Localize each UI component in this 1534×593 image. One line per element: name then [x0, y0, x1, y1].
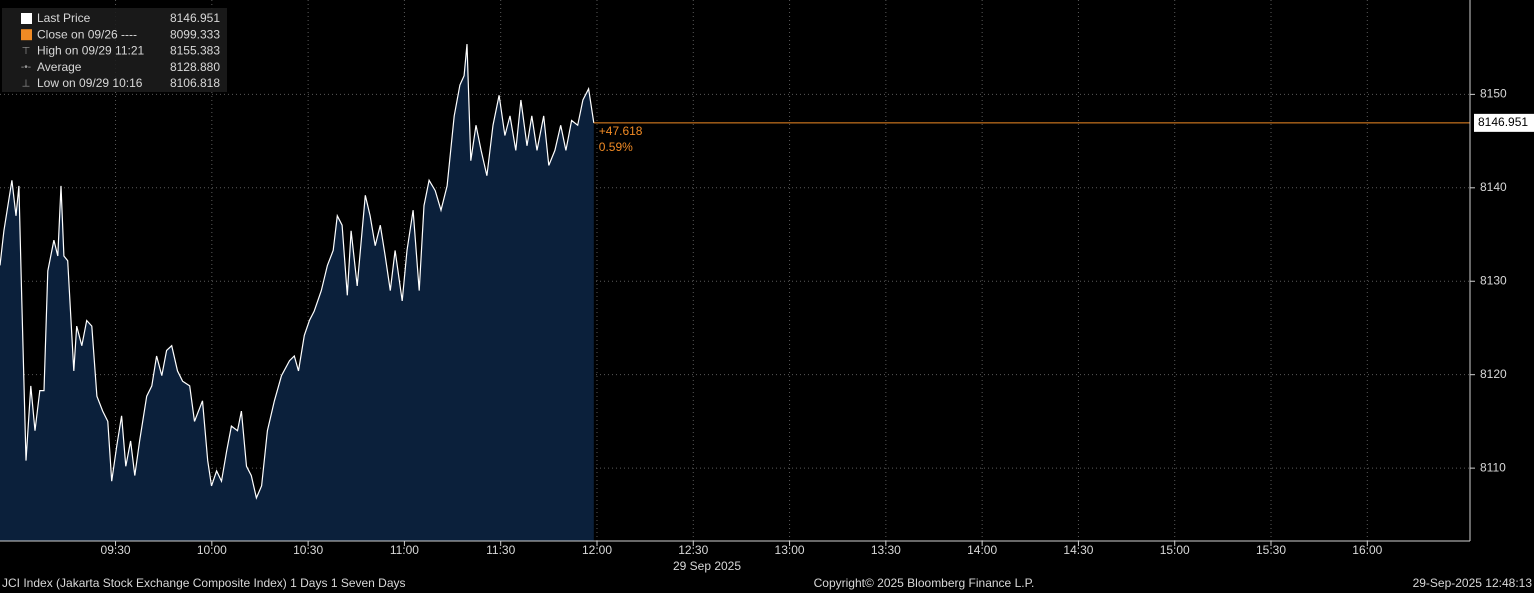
change-pct-label: 0.59%	[599, 140, 633, 154]
change-label: +47.618	[599, 124, 643, 138]
legend: Last Price 8146.951 Close on 09/26 ---- 809…	[21, 11, 220, 90]
x-tick-label: 09:30	[101, 543, 131, 557]
legend-value: 8146.951	[170, 11, 220, 25]
legend-icon	[21, 29, 32, 41]
y-tick-label: 8120	[1480, 367, 1507, 381]
legend-value: 8106.818	[170, 76, 220, 90]
y-tick-label: 8130	[1480, 273, 1507, 287]
last-price-label: 8146.951	[1478, 115, 1528, 129]
x-tick-label: 11:30	[486, 543, 515, 557]
date-label: 29 Sep 2025	[673, 559, 741, 573]
plot: +47.618 0.59%	[0, 44, 1470, 541]
axes: 8110 8120 8130 8140 8150 09:30 10:00 10:30 11:00…	[101, 87, 1534, 557]
legend-value: 8099.333	[170, 27, 220, 41]
area	[0, 44, 594, 541]
y-tick-label: 8140	[1480, 180, 1507, 194]
x-tick-label: 16:00	[1352, 543, 1382, 557]
legend-box	[2, 8, 227, 92]
x-tick-label: 14:30	[1063, 543, 1093, 557]
legend-icon: -•-	[21, 62, 31, 73]
y-tick-label: 8110	[1480, 460, 1506, 474]
x-tick-label: 12:00	[582, 543, 612, 557]
footer-center: Copyright© 2025 Bloomberg Finance L.P.	[814, 576, 1035, 590]
x-tick-label: 10:30	[293, 543, 323, 557]
x-tick-label: 13:00	[775, 543, 805, 557]
x-tick-label: 15:30	[1256, 543, 1286, 557]
last-price-box	[1474, 113, 1534, 132]
x-tick-label: 12:30	[678, 543, 708, 557]
x-tick-label: 14:00	[967, 543, 997, 557]
x-tick-label: 15:00	[1160, 543, 1190, 557]
x-tick-label: 13:30	[871, 543, 901, 557]
legend-name: Low on 09/29 10:16	[37, 76, 143, 90]
legend-name: Last Price	[37, 11, 91, 25]
footer-right: 29-Sep-2025 12:48:13	[1413, 576, 1533, 590]
y-tick-label: 8150	[1480, 87, 1507, 101]
legend-value: 8128.880	[170, 60, 220, 74]
footer-left: JCI Index (Jakarta Stock Exchange Compos…	[2, 576, 406, 590]
legend-value: 8155.383	[170, 44, 220, 58]
legend-name: Close on 09/26 ----	[37, 27, 137, 41]
x-tick-label: 11:00	[390, 543, 419, 557]
legend-icon: ⊤	[22, 46, 31, 57]
legend-icon	[21, 13, 32, 24]
legend-name: High on 09/29 11:21	[37, 44, 145, 58]
price-line	[0, 44, 595, 500]
legend-name: Average	[37, 60, 82, 74]
x-tick-label: 10:00	[197, 543, 227, 557]
legend-icon: ⊥	[22, 78, 31, 89]
